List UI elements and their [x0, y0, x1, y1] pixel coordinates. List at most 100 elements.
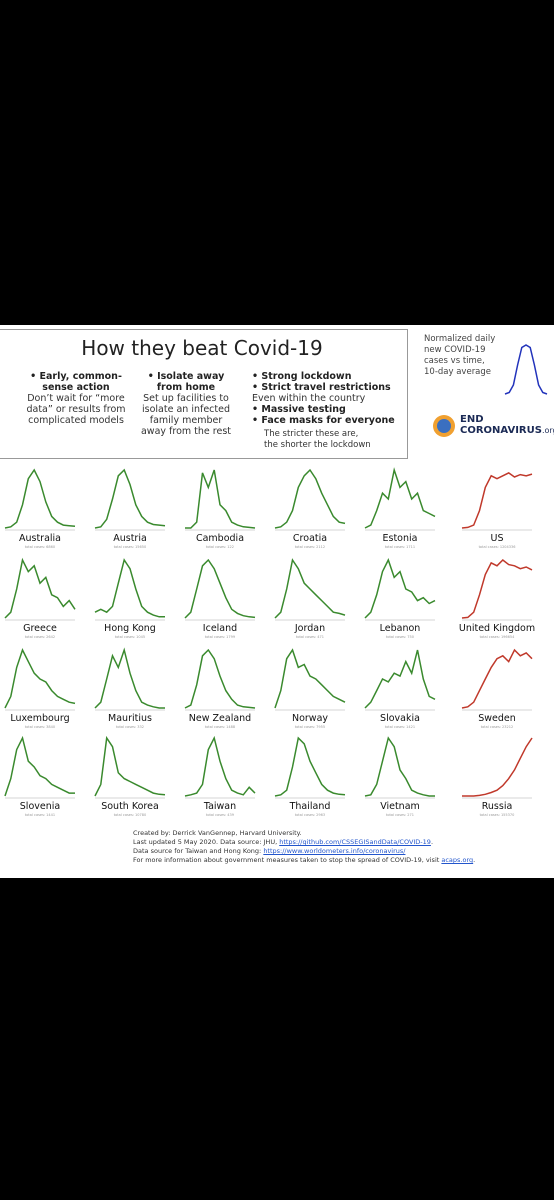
panel-name: Vietnam — [380, 801, 420, 812]
footer-text: Last updated 5 May 2020. Data source: JH… — [133, 838, 280, 846]
curve — [94, 468, 166, 529]
link[interactable]: acaps.org — [441, 856, 474, 864]
bullet-text: Isolate away from home — [156, 371, 225, 393]
panel-total: total cases: 7955 — [295, 725, 325, 729]
panel-total: total cases: 1711 — [385, 545, 415, 549]
panel-name: US — [491, 533, 504, 544]
logo-top: END — [460, 414, 484, 425]
panel-name: Norway — [292, 713, 328, 724]
panel-total: total cases: 155370 — [480, 813, 515, 817]
panel-name: Mauritius — [108, 713, 152, 724]
panel-total: total cases: 15650 — [114, 545, 146, 549]
footer-line: Last updated 5 May 2020. Data source: JH… — [133, 838, 475, 847]
panel-total: total cases: 10780 — [114, 813, 146, 817]
link[interactable]: https://www.worldometers.info/coronaviru… — [263, 847, 406, 855]
panel-total: total cases: 471 — [296, 635, 324, 639]
panel-total: total cases: 2642 — [25, 635, 55, 639]
panel-total: total cases: 6860 — [25, 545, 55, 549]
panel-name: Greece — [23, 623, 57, 634]
footer: Created by: Derrick VanGennep, Harvard U… — [133, 829, 475, 865]
bullet-text: Strong lockdown — [261, 371, 352, 382]
panel-name: South Korea — [101, 801, 159, 812]
panel-name: Jordan — [294, 623, 325, 634]
panel-total: total cases: 122 — [206, 545, 234, 549]
panel-total: total cases: 2112 — [295, 545, 325, 549]
bullet-text: Early, common-sense action — [39, 371, 122, 393]
curve — [462, 737, 533, 797]
panel-total: total cases: 3840 — [25, 725, 55, 729]
col1: • Early, common-sense action Don’t wait … — [26, 371, 126, 426]
panel-name: Taiwan — [203, 801, 236, 812]
curve — [4, 648, 76, 709]
curve — [184, 558, 256, 619]
bullet-text: Strict travel restrictions — [261, 382, 391, 393]
curve — [461, 648, 533, 709]
bullet-text: Massive testing — [261, 404, 346, 415]
bullet-text: Face masks for everyone — [261, 415, 395, 426]
panel-name: Australia — [19, 533, 61, 544]
panel-total: total cases: 271 — [386, 813, 414, 817]
logo-word: CORONAVIRUS — [460, 425, 542, 436]
panel-name: Thailand — [289, 801, 331, 812]
footer-line: Created by: Derrick VanGennep, Harvard U… — [133, 829, 302, 837]
link[interactable]: https://github.com/CSSEGISandData/COVID-… — [279, 838, 431, 846]
bullet: • Massive testing — [252, 404, 346, 415]
panel-total: total cases: 1045 — [115, 635, 145, 639]
panel-total: total cases: 23212 — [481, 725, 513, 729]
curve — [4, 735, 75, 797]
panel-name: Russia — [482, 801, 513, 812]
bullet: • Strong lockdown — [252, 371, 352, 382]
panel-total: total cases: 196654 — [480, 635, 515, 639]
col2: • Isolate away from home Set up faciliti… — [138, 371, 234, 437]
panel-name: Lebanon — [380, 623, 421, 634]
curve — [364, 736, 435, 797]
panel-total: total cases: 439 — [206, 813, 234, 817]
panel-total: total cases: 1204336 — [479, 545, 516, 549]
logo-icon — [433, 415, 455, 437]
footer-text: For more information about government me… — [133, 856, 442, 864]
bullet: • Strict travel restrictions — [252, 382, 391, 393]
curve — [94, 558, 165, 618]
logo: END CORONAVIRUS.org — [460, 414, 554, 436]
footer-line: Data source for Taiwan and Hong Kong: ht… — [133, 847, 475, 856]
bullet: • Isolate away from home — [147, 371, 225, 393]
panel-total: total cases: 750 — [386, 635, 414, 639]
panel-name: Estonia — [383, 533, 418, 544]
footer-text: . — [473, 856, 476, 864]
panel-name: Hong Kong — [104, 623, 156, 634]
panel-total: total cases: 2963 — [295, 813, 325, 817]
panel-name: Luxembourg — [10, 713, 69, 724]
title: How they beat Covid-19 — [81, 336, 323, 360]
curve — [184, 648, 256, 709]
panel-total: total cases: 332 — [116, 725, 144, 729]
logo-bottom: CORONAVIRUS.org — [460, 425, 554, 436]
panel-name: United Kingdom — [459, 623, 535, 634]
curve — [364, 558, 436, 619]
col3: • Strong lockdown • Strict travel restri… — [252, 371, 402, 451]
text: Don’t wait for “more data” or results fr… — [26, 393, 126, 426]
panel-total: total cases: 1488 — [205, 725, 235, 729]
bullet: • Face masks for everyone — [252, 415, 395, 426]
curve — [4, 468, 76, 529]
header-box — [0, 329, 408, 459]
curve — [274, 648, 346, 709]
curve — [274, 736, 346, 797]
panel-name: Croatia — [293, 533, 327, 544]
curve — [274, 468, 346, 529]
footer-text: . — [430, 838, 434, 846]
curve — [184, 735, 256, 797]
curve — [185, 469, 256, 529]
footer-line: For more information about government me… — [133, 856, 475, 865]
note: The stricter these are, the shorter the … — [264, 429, 371, 450]
curve — [364, 649, 436, 709]
panel-total: total cases: 1799 — [205, 635, 235, 639]
logo-globe — [437, 419, 451, 433]
curve — [504, 344, 548, 395]
panel-name: Slovakia — [380, 713, 420, 724]
bullet: • Early, common-sense action — [30, 371, 122, 393]
legend-text: Normalized daily new COVID-19 cases vs t… — [424, 334, 496, 377]
curve — [94, 647, 165, 709]
text: Set up facilities to isolate an infected… — [140, 393, 231, 437]
panel-name: Sweden — [478, 713, 516, 724]
